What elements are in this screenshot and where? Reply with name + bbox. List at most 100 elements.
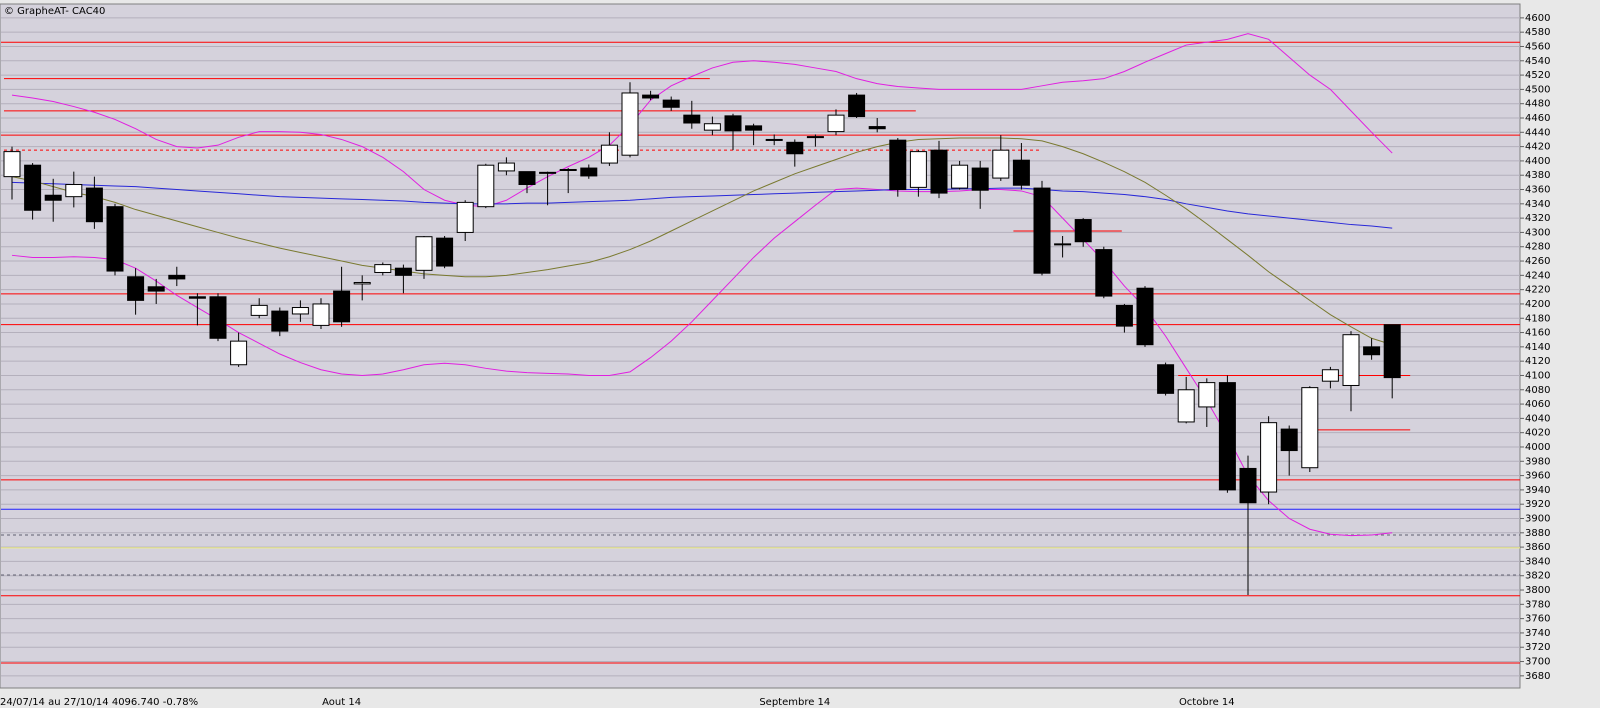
candle-body bbox=[353, 281, 371, 285]
overlay-line bbox=[11, 33, 1393, 208]
y-tick-label: 3900 bbox=[1525, 514, 1550, 525]
y-tick-label: 3920 bbox=[1525, 499, 1550, 510]
candle-body bbox=[806, 136, 824, 139]
candle-body bbox=[662, 99, 680, 108]
candle-body bbox=[168, 274, 186, 280]
y-tick-label: 4040 bbox=[1525, 413, 1550, 424]
candle-body bbox=[65, 184, 83, 198]
y-tick-label: 4560 bbox=[1525, 41, 1550, 52]
candle-body bbox=[374, 264, 392, 273]
candle-body bbox=[703, 123, 721, 131]
y-tick-label: 4220 bbox=[1525, 285, 1550, 296]
candle-body bbox=[642, 94, 660, 99]
candle-body bbox=[992, 149, 1010, 179]
candle-body bbox=[889, 139, 907, 191]
y-tick-label: 4340 bbox=[1525, 199, 1550, 210]
overlay-line bbox=[11, 181, 1393, 229]
candle-body bbox=[539, 171, 557, 174]
y-tick-label: 4420 bbox=[1525, 142, 1550, 153]
y-tick-label: 4600 bbox=[1525, 13, 1550, 24]
y-tick-label: 4160 bbox=[1525, 328, 1550, 339]
candle-body bbox=[312, 303, 330, 326]
candle-body bbox=[1383, 324, 1401, 379]
y-tick-label: 3840 bbox=[1525, 556, 1550, 567]
y-tick-label: 4120 bbox=[1525, 356, 1550, 367]
candle-body bbox=[518, 171, 536, 186]
candle-body bbox=[786, 141, 804, 155]
y-tick-label: 4580 bbox=[1525, 27, 1550, 38]
x-tick-label: Aout 14 bbox=[322, 697, 361, 708]
candle-body bbox=[951, 164, 969, 189]
candle-body bbox=[147, 286, 165, 292]
candle-body bbox=[3, 151, 21, 178]
candle-body bbox=[106, 206, 124, 272]
candle-body bbox=[477, 164, 495, 208]
y-tick-label: 3740 bbox=[1525, 628, 1550, 639]
candle-body bbox=[209, 296, 227, 339]
candle-body bbox=[1363, 346, 1381, 356]
candle-body bbox=[971, 167, 989, 191]
candle-body bbox=[1033, 187, 1051, 274]
candle-body bbox=[24, 164, 42, 211]
candle-body bbox=[1115, 304, 1133, 327]
candle-body bbox=[333, 290, 351, 323]
candle-body bbox=[1301, 387, 1319, 469]
y-tick-label: 3720 bbox=[1525, 642, 1550, 653]
footer: 24/07/14 au 27/10/14 4096.740 -0.78% bbox=[0, 697, 198, 708]
candle-body bbox=[1054, 243, 1072, 246]
y-tick-label: 4280 bbox=[1525, 242, 1550, 253]
candle-body bbox=[291, 307, 309, 315]
y-tick-label: 4140 bbox=[1525, 342, 1550, 353]
y-tick-label: 4520 bbox=[1525, 70, 1550, 81]
y-tick-label: 3680 bbox=[1525, 671, 1550, 682]
candle-body bbox=[909, 151, 927, 188]
y-tick-label: 4080 bbox=[1525, 385, 1550, 396]
candle-body bbox=[188, 296, 206, 299]
candle-body bbox=[127, 276, 145, 301]
plot-area bbox=[0, 3, 1521, 689]
y-tick-label: 4000 bbox=[1525, 442, 1550, 453]
overlay-line bbox=[11, 187, 1393, 537]
y-tick-label: 4200 bbox=[1525, 299, 1550, 310]
y-tick-label: 4240 bbox=[1525, 270, 1550, 281]
candle-body bbox=[1260, 422, 1278, 493]
y-tick-label: 4360 bbox=[1525, 185, 1550, 196]
y-tick-label: 4180 bbox=[1525, 313, 1550, 324]
y-tick-label: 3940 bbox=[1525, 485, 1550, 496]
candle-body bbox=[1218, 382, 1236, 491]
candle-body bbox=[250, 304, 268, 316]
candle-body bbox=[600, 144, 618, 164]
candle-body bbox=[930, 149, 948, 194]
candle-body bbox=[436, 237, 454, 267]
y-tick-label: 4260 bbox=[1525, 256, 1550, 267]
y-tick-label: 4300 bbox=[1525, 227, 1550, 238]
y-tick-label: 4100 bbox=[1525, 370, 1550, 381]
candle-body bbox=[1157, 364, 1175, 394]
candle-body bbox=[1342, 334, 1360, 386]
candle-body bbox=[1198, 382, 1216, 408]
y-tick-label: 3780 bbox=[1525, 599, 1550, 610]
candle-body bbox=[724, 115, 742, 132]
candle-body bbox=[765, 138, 783, 141]
candle-body bbox=[456, 201, 474, 233]
candle-body bbox=[394, 267, 412, 276]
y-tick-label: 4500 bbox=[1525, 84, 1550, 95]
y-tick-label: 3880 bbox=[1525, 528, 1550, 539]
y-tick-label: 4320 bbox=[1525, 213, 1550, 224]
y-tick-label: 3980 bbox=[1525, 456, 1550, 467]
y-tick-label: 3760 bbox=[1525, 614, 1550, 625]
y-tick-label: 3700 bbox=[1525, 657, 1550, 668]
candle-body bbox=[683, 114, 701, 124]
candle-body bbox=[1074, 219, 1092, 243]
candle-body bbox=[1012, 159, 1030, 186]
x-tick-label: Septembre 14 bbox=[759, 697, 830, 708]
y-tick-label: 4440 bbox=[1525, 127, 1550, 138]
candle-body bbox=[271, 310, 289, 332]
y-tick-label: 3820 bbox=[1525, 571, 1550, 582]
y-tick-label: 4380 bbox=[1525, 170, 1550, 181]
candle-body bbox=[85, 187, 103, 223]
candle-body bbox=[415, 236, 433, 271]
candle-body bbox=[1239, 467, 1257, 504]
